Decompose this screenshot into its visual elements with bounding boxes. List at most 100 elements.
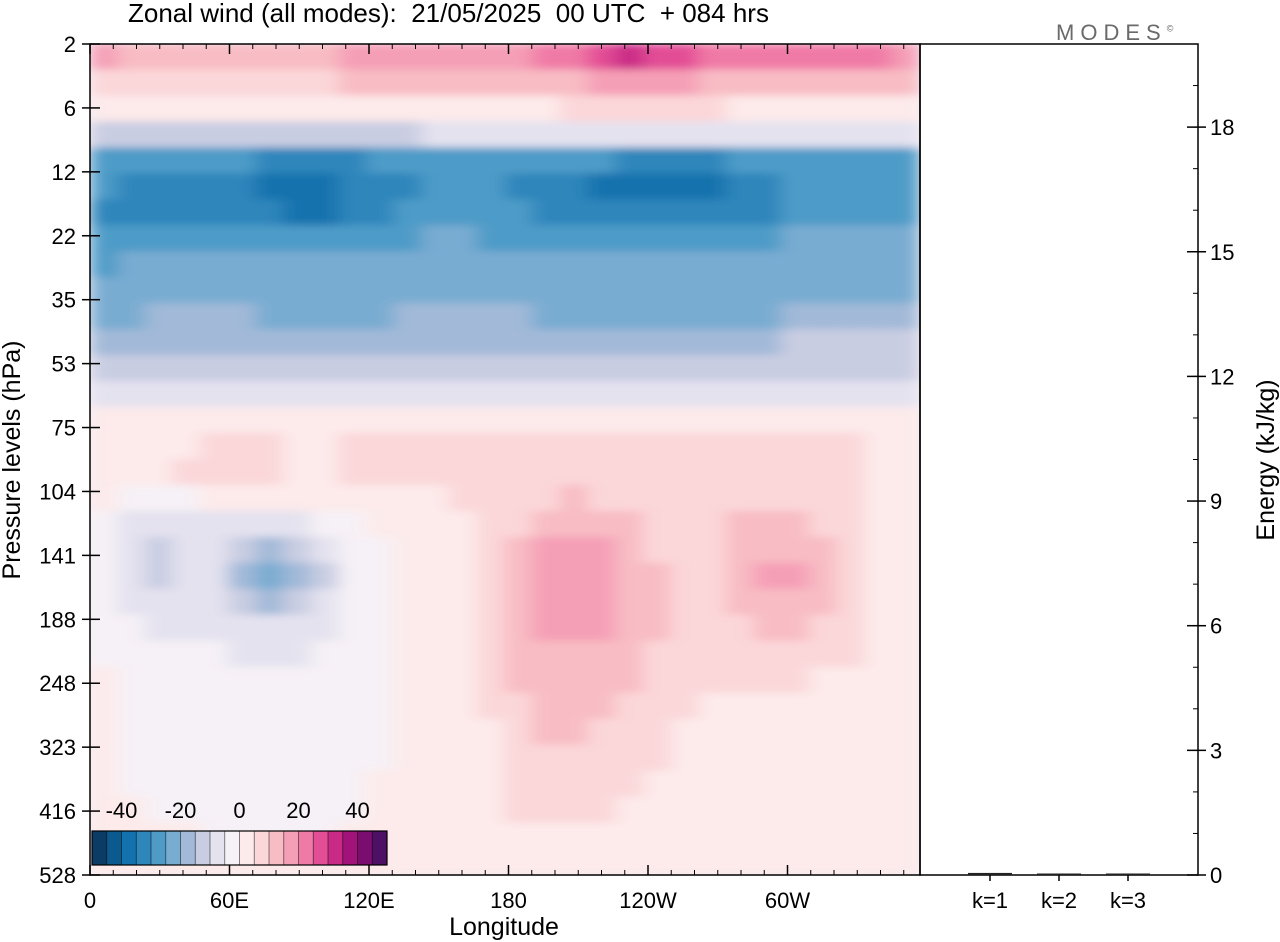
heat-cell <box>559 459 589 486</box>
heat-cell <box>283 484 312 512</box>
heat-cell <box>532 822 561 850</box>
colorbar-swatch <box>298 831 314 865</box>
heat-cell <box>753 147 783 175</box>
heat-cell <box>255 407 285 435</box>
x-tick-label: 0 <box>84 888 96 913</box>
heat-cell <box>836 355 866 383</box>
heat-cell <box>144 121 174 149</box>
heat-cell <box>172 484 202 512</box>
heat-cell <box>808 510 838 538</box>
heat-cell <box>670 433 700 460</box>
heat-cell <box>725 640 755 668</box>
heat-cell <box>200 718 229 746</box>
heat-cell <box>476 69 506 97</box>
heat-cell <box>283 640 312 668</box>
heat-cell <box>421 770 451 798</box>
heat-cell <box>781 614 810 642</box>
heat-cell <box>864 459 893 486</box>
colorbar-swatch <box>342 831 358 865</box>
heat-cell <box>310 355 340 383</box>
heat-cell <box>255 744 285 772</box>
heat-cell <box>725 718 755 746</box>
heat-cell <box>449 822 478 850</box>
heat-cell <box>781 277 810 305</box>
heat-cell <box>117 770 146 798</box>
heat-cell <box>476 329 506 357</box>
heat-cell <box>144 562 174 590</box>
heat-cell <box>200 770 229 798</box>
heat-cell <box>891 407 920 435</box>
heat-cell <box>698 355 727 383</box>
heat-cell <box>725 666 755 694</box>
heat-cell <box>117 718 146 746</box>
heat-cell <box>698 147 727 175</box>
heat-cell <box>310 666 340 694</box>
heat-cell <box>476 536 506 564</box>
heat-cell <box>476 381 506 409</box>
heat-cell <box>144 173 174 201</box>
pressure-axis: 2 6 12 22 35 53 75 104 141 188 248 323 416 528 <box>39 32 100 888</box>
heat-cell <box>338 69 368 97</box>
heat-cell <box>725 848 755 875</box>
heat-cell <box>366 44 395 71</box>
heat-cell <box>504 536 534 564</box>
heat-cell <box>504 121 534 149</box>
heat-cell <box>117 744 146 772</box>
heat-cell <box>698 69 727 97</box>
heat-cell <box>200 484 229 512</box>
heat-cell <box>532 329 561 357</box>
energy-tick-label: 0 <box>1210 863 1222 888</box>
heat-cell <box>642 355 672 383</box>
heat-cell <box>670 562 700 590</box>
heat-cell <box>227 355 257 383</box>
heat-cell <box>449 848 478 875</box>
heat-cell <box>90 329 119 357</box>
heat-cell <box>698 536 727 564</box>
heat-cell <box>393 329 423 357</box>
heat-cell <box>117 69 146 97</box>
heat-cell <box>366 69 395 97</box>
heat-cell <box>559 277 589 305</box>
heat-cell <box>698 666 727 694</box>
heat-cell <box>670 251 700 279</box>
heat-cell <box>449 355 478 383</box>
x-tick-label: 180 <box>490 888 527 913</box>
colorbar-swatch <box>136 831 152 865</box>
heat-cell <box>559 588 589 616</box>
heat-cell <box>532 95 561 123</box>
heat-cell <box>559 666 589 694</box>
heat-cell <box>891 822 920 850</box>
heat-cell <box>144 95 174 123</box>
heat-cell <box>283 614 312 642</box>
heat-cell <box>587 614 617 642</box>
heat-cell <box>310 225 340 253</box>
heat-cell <box>476 770 506 798</box>
heat-cell <box>90 303 119 331</box>
heat-cell <box>255 770 285 798</box>
heat-cell <box>144 459 174 486</box>
heat-cell <box>283 173 312 201</box>
heat-cell <box>283 770 312 798</box>
heat-cell <box>891 251 920 279</box>
heat-cell <box>504 718 534 746</box>
heat-cell <box>532 251 561 279</box>
heat-cell <box>172 666 202 694</box>
heat-cell <box>587 329 617 357</box>
heat-cell <box>144 536 174 564</box>
heat-cell <box>615 44 644 71</box>
heat-cell <box>393 562 423 590</box>
heat-cell <box>504 355 534 383</box>
heat-cell <box>725 95 755 123</box>
heat-cell <box>117 251 146 279</box>
heat-cell <box>698 173 727 201</box>
heat-cell <box>504 303 534 331</box>
heat-cell <box>366 718 395 746</box>
heat-cell <box>808 848 838 875</box>
heat-cell <box>642 718 672 746</box>
heat-cell <box>283 407 312 435</box>
heat-cell <box>310 536 340 564</box>
heat-cell <box>559 407 589 435</box>
heat-cell <box>310 770 340 798</box>
heat-cell <box>338 614 368 642</box>
heat-cell <box>725 484 755 512</box>
